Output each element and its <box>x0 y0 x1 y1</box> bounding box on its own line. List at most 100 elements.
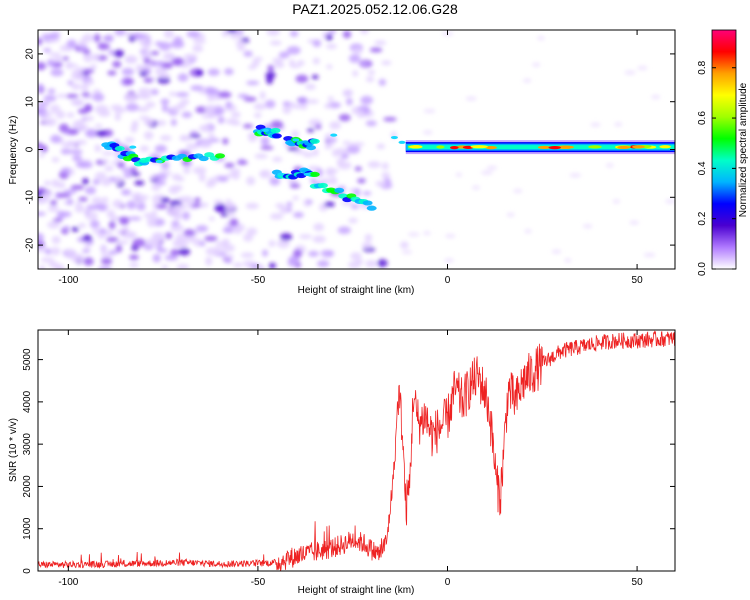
spectrogram-noise-blob <box>69 149 83 155</box>
spectrogram-noise-blob <box>38 37 43 46</box>
spectrogram-noise-blob <box>146 216 157 225</box>
spectrogram-noise-blob <box>144 68 152 75</box>
spectrogram-noise-blob <box>50 246 61 256</box>
spectrogram-noise-blob <box>205 256 213 266</box>
spectrogram-noise-blob <box>195 69 204 77</box>
spectrogram-noise-blob <box>43 180 52 187</box>
spectrogram-line-core <box>330 133 338 137</box>
spectrogram-noise-blob <box>66 142 77 147</box>
spectrogram-noise-blob <box>120 189 132 196</box>
spectrogram-noise-blob <box>278 51 290 59</box>
spectrogram-noise-blob <box>108 49 115 55</box>
spectrogram-noise-blob <box>50 199 58 206</box>
spectrogram-noise-blob <box>67 80 74 86</box>
spectrogram-noise-blob <box>225 101 233 109</box>
spectrogram-noise-blob <box>325 43 338 50</box>
spectrogram-noise-blob <box>161 104 169 113</box>
spectrogram-noise-blob <box>80 83 89 92</box>
spectrogram-noise-blob <box>108 220 116 230</box>
spectrogram-noise-blob <box>82 234 93 242</box>
spectrogram-noise-blob <box>150 51 160 56</box>
spectrogram-noise-blob <box>358 61 369 66</box>
spectrogram-noise-blob <box>129 262 139 268</box>
spectrogram-noise-blob <box>38 195 49 204</box>
spectrogram-line-segment <box>317 182 328 189</box>
spectrogram-noise-blob <box>157 248 168 253</box>
spectrogram-noise-blob <box>523 78 532 83</box>
spectrogram-noise-blob <box>109 249 118 255</box>
spectrogram-noise-blob <box>605 163 614 168</box>
spectrogram-noise-blob <box>360 30 369 35</box>
spectrogram-noise-blob <box>71 226 79 232</box>
spectrogram-noise-blob <box>38 211 47 216</box>
spectrogram-noise-blob <box>400 241 409 249</box>
spectrogram-noise-blob <box>152 253 161 263</box>
spectrogram-noise-blob <box>164 254 177 261</box>
spectrogram-noise-blob <box>286 46 301 55</box>
spectrogram-y-tick-label: 20 <box>25 48 36 60</box>
spectrogram-noise-blob <box>381 162 389 170</box>
spectrogram-noise-blob <box>74 139 87 145</box>
spectrogram-noise-blob <box>350 252 362 261</box>
spectrogram-noise-blob <box>171 57 184 66</box>
spectrogram-noise-blob <box>171 105 180 113</box>
main-line-hotspot <box>410 145 420 149</box>
spectrogram-noise-blob <box>260 145 274 150</box>
spectrogram-noise-blob <box>116 239 129 245</box>
spectrogram-line-segment <box>309 138 320 144</box>
spectrogram-line-segment <box>271 133 282 139</box>
main-line-hotspot <box>632 145 645 149</box>
spectrogram-noise-blob <box>56 93 68 98</box>
spectrogram-noise-blob <box>161 264 169 269</box>
spectrogram-noise-blob <box>84 115 95 122</box>
spectrogram-noise-blob <box>582 224 593 229</box>
spectrogram-noise-blob <box>287 257 299 267</box>
spectrogram-noise-blob <box>267 64 275 73</box>
spectrogram-noise-blob <box>350 142 365 147</box>
spectrogram-noise-blob <box>312 57 320 65</box>
spectrogram-noise-blob <box>86 204 99 211</box>
figure-title: PAZ1.2025.052.12.06.G28 <box>292 1 458 17</box>
spectrogram-noise-blob <box>204 235 218 242</box>
snr-y-tick-label: 5000 <box>22 348 33 371</box>
spectrogram-noise-blob <box>312 39 322 48</box>
spectrogram-noise-blob <box>365 76 375 83</box>
spectrogram-noise-blob <box>242 260 256 268</box>
spectrogram-noise-blob <box>637 66 648 71</box>
spectrogram-noise-blob <box>149 175 157 180</box>
spectrogram-noise-blob <box>114 112 121 121</box>
spectrogram-line-segment <box>306 144 316 151</box>
snr-x-tick-label: 0 <box>445 577 451 588</box>
spectrogram-noise-blob <box>101 158 109 164</box>
spectrogram-noise-blob <box>201 114 215 119</box>
spectrogram-noise-blob <box>176 263 190 269</box>
spectrogram-noise-blob <box>320 249 335 257</box>
spectrogram-noise-blob <box>43 47 52 53</box>
spectrogram-noise-blob <box>269 176 281 186</box>
spectrogram-noise-blob <box>165 232 173 240</box>
spectrogram-noise-blob <box>112 60 122 68</box>
spectrogram-noise-blob <box>455 172 462 177</box>
spectrogram-noise-blob <box>532 62 541 67</box>
spectrogram-noise-blob <box>367 161 381 169</box>
spectrogram-noise-blob <box>122 226 129 232</box>
spectrogram-noise-blob <box>365 260 378 268</box>
colorbar-label: Normalized spectral amplitude <box>738 82 749 217</box>
spectrogram-noise-blob <box>524 229 532 234</box>
spectrogram-noise-blob <box>48 261 59 268</box>
spectrogram-noise-blob <box>231 225 240 230</box>
spectrogram-noise-blob <box>199 240 206 247</box>
spectrogram-noise-blob <box>78 196 88 202</box>
spectrogram-noise-blob <box>40 257 55 263</box>
spectrogram-noise-blob <box>160 98 170 105</box>
spectrogram-noise-blob <box>423 108 436 113</box>
spectrogram-x-tick-label: -100 <box>58 275 78 286</box>
spectrogram-noise-blob <box>93 33 101 43</box>
spectrogram-noise-blob <box>89 219 100 229</box>
spectrogram-noise-blob <box>48 32 60 40</box>
spectrogram-noise-blob <box>56 192 71 198</box>
spectrogram-noise-blob <box>155 41 164 47</box>
spectrogram-noise-blob <box>407 232 420 237</box>
spectrogram-noise-blob <box>287 146 300 151</box>
